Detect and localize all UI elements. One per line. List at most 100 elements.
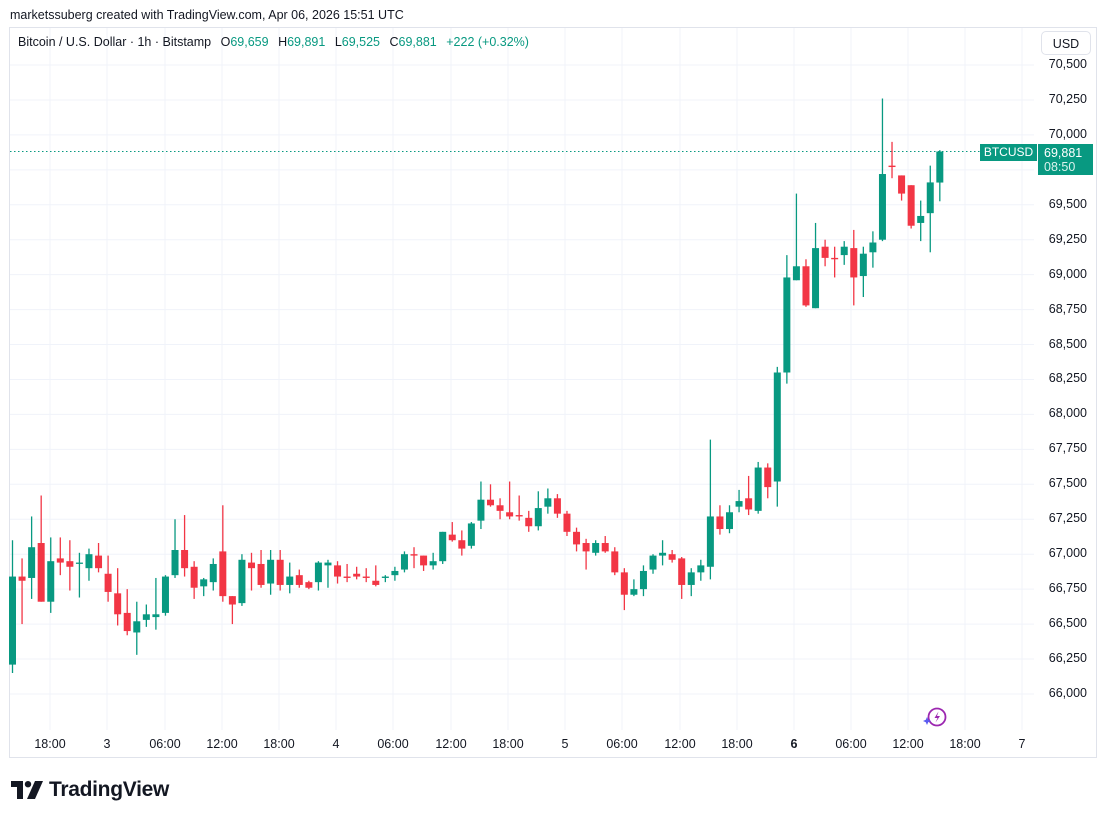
candle bbox=[95, 543, 103, 573]
candle bbox=[104, 555, 112, 602]
time-tick-label: 6 bbox=[790, 737, 798, 751]
candle bbox=[142, 604, 150, 627]
candle bbox=[515, 495, 523, 521]
candle bbox=[697, 559, 705, 581]
candle bbox=[324, 559, 332, 588]
candle bbox=[620, 568, 628, 611]
close-label: C bbox=[389, 35, 399, 49]
candle bbox=[639, 565, 647, 597]
candle bbox=[190, 561, 198, 599]
candle bbox=[152, 577, 160, 630]
candle bbox=[907, 185, 915, 229]
candle bbox=[745, 475, 753, 516]
candle bbox=[840, 241, 848, 265]
candle bbox=[400, 551, 408, 573]
candle bbox=[783, 255, 791, 384]
last-price-tag: 69,881 08:50 bbox=[1038, 144, 1093, 175]
time-tick-label: 12:00 bbox=[892, 737, 924, 751]
candle bbox=[410, 547, 418, 569]
candle bbox=[372, 565, 380, 587]
candle bbox=[248, 552, 255, 591]
price-tick-label: 68,500 bbox=[1048, 336, 1087, 351]
candle bbox=[458, 530, 466, 556]
sparkle-bolt-icon[interactable] bbox=[922, 706, 948, 735]
candle bbox=[267, 550, 275, 595]
price-tick-label: 67,000 bbox=[1048, 546, 1087, 561]
time-tick-label: 18:00 bbox=[721, 737, 753, 751]
time-tick-label: 3 bbox=[103, 737, 111, 751]
candle bbox=[257, 550, 265, 588]
candle bbox=[18, 558, 26, 625]
candle bbox=[525, 510, 533, 532]
candle bbox=[544, 488, 552, 514]
candle bbox=[391, 566, 399, 581]
time-tick-label: 12:00 bbox=[435, 737, 467, 751]
currency-button[interactable]: USD bbox=[1041, 31, 1091, 55]
candle bbox=[726, 505, 733, 534]
candle bbox=[802, 259, 810, 307]
candle bbox=[343, 563, 351, 583]
candle bbox=[334, 561, 342, 584]
open-value: 69,659 bbox=[230, 35, 269, 49]
time-tick-label: 5 bbox=[561, 737, 569, 751]
symbol-legend: Bitcoin / U.S. Dollar · 1h · Bitstamp O6… bbox=[18, 35, 529, 49]
price-tick-label: 67,750 bbox=[1048, 441, 1087, 456]
symbol-price-tag: BTCUSD bbox=[980, 144, 1037, 161]
candle bbox=[917, 200, 925, 242]
price-tick-label: 68,750 bbox=[1048, 301, 1087, 316]
candle bbox=[534, 491, 542, 531]
symbol-description[interactable]: Bitcoin / U.S. Dollar · 1h · Bitstamp bbox=[18, 35, 212, 49]
candle bbox=[611, 547, 619, 576]
candle bbox=[305, 580, 313, 590]
candle bbox=[75, 552, 83, 598]
candle bbox=[869, 231, 877, 268]
candle bbox=[420, 555, 428, 571]
candle bbox=[66, 540, 74, 591]
candle bbox=[553, 494, 561, 518]
candle bbox=[706, 439, 714, 580]
candle bbox=[649, 554, 657, 574]
candle bbox=[381, 575, 389, 583]
time-tick-label: 12:00 bbox=[664, 737, 696, 751]
candle bbox=[563, 510, 571, 537]
candle bbox=[477, 481, 485, 530]
candle bbox=[821, 239, 829, 267]
candle bbox=[133, 601, 141, 655]
price-tick-label: 67,250 bbox=[1048, 511, 1087, 526]
bar-countdown: 08:50 bbox=[1044, 160, 1076, 174]
candle bbox=[850, 229, 858, 306]
price-tick-label: 66,750 bbox=[1048, 581, 1087, 596]
candle bbox=[668, 550, 676, 563]
open-label: O bbox=[220, 35, 231, 49]
price-tick-label: 66,250 bbox=[1048, 651, 1087, 666]
tradingview-logo-icon bbox=[11, 781, 43, 799]
candle bbox=[439, 531, 447, 564]
price-tick-label: 69,000 bbox=[1048, 266, 1087, 281]
high-label: H bbox=[278, 35, 288, 49]
candle bbox=[831, 246, 839, 278]
time-tick-label: 4 bbox=[332, 737, 340, 751]
candle bbox=[56, 537, 64, 576]
candle bbox=[161, 575, 169, 616]
time-tick-label: 7 bbox=[1018, 737, 1026, 751]
last-price: 69,881 bbox=[1044, 146, 1083, 160]
candle bbox=[764, 463, 772, 499]
candle bbox=[114, 568, 122, 626]
price-tick-label: 66,500 bbox=[1048, 616, 1087, 631]
candle bbox=[506, 481, 514, 520]
tradingview-logo[interactable]: TradingView bbox=[11, 778, 169, 802]
candle bbox=[47, 537, 55, 613]
candle bbox=[448, 522, 456, 542]
price-tick-label: 67,500 bbox=[1048, 476, 1087, 491]
candle bbox=[314, 561, 322, 591]
candle bbox=[238, 554, 246, 606]
price-tick-label: 69,250 bbox=[1048, 231, 1087, 246]
time-tick-label: 06:00 bbox=[149, 737, 181, 751]
candle bbox=[228, 596, 236, 625]
time-tick-label: 06:00 bbox=[377, 737, 409, 751]
candle bbox=[467, 522, 475, 549]
candle bbox=[353, 566, 361, 580]
candle bbox=[592, 540, 600, 556]
time-tick-label: 18:00 bbox=[492, 737, 524, 751]
